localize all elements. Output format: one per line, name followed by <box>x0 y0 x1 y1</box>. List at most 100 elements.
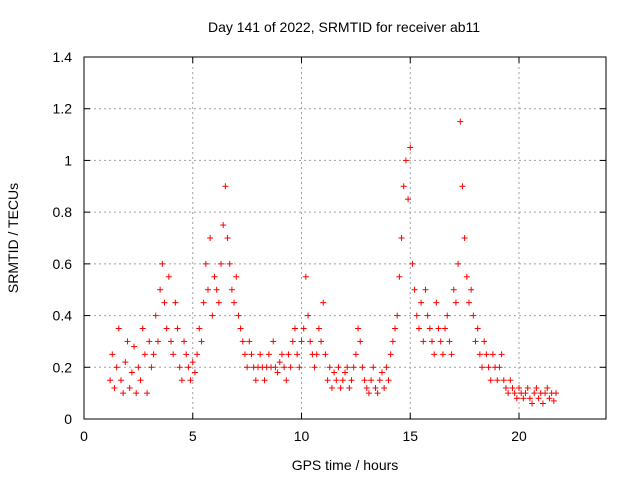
data-point <box>241 351 248 358</box>
data-point <box>424 312 431 319</box>
data-point <box>383 364 390 371</box>
data-point <box>281 364 288 371</box>
data-point <box>544 384 551 391</box>
data-point <box>474 325 481 332</box>
data-point <box>222 183 229 190</box>
data-point <box>274 369 281 376</box>
data-point <box>224 235 231 241</box>
data-point <box>455 260 462 267</box>
data-point <box>135 364 142 371</box>
data-point <box>407 144 414 151</box>
y-tick-label: 1.2 <box>53 101 73 117</box>
data-point <box>496 364 503 371</box>
data-point <box>244 364 251 371</box>
data-point <box>211 273 218 280</box>
data-point <box>296 364 303 371</box>
data-point <box>459 183 466 190</box>
data-point <box>370 364 377 371</box>
y-axis-label: SRMTID / TECUs <box>5 183 21 293</box>
data-point <box>126 384 133 391</box>
data-point <box>489 351 496 358</box>
grid-layer <box>84 57 606 419</box>
data-point <box>402 157 409 164</box>
data-point <box>335 364 342 371</box>
data-point <box>248 351 255 358</box>
data-point <box>239 338 246 345</box>
y-tick-label: 0.2 <box>53 359 73 375</box>
data-point <box>272 364 279 371</box>
x-tick-label: 0 <box>80 428 88 444</box>
data-point <box>411 286 418 293</box>
data-point <box>159 260 166 267</box>
data-point <box>420 338 427 345</box>
y-tick-label: 0.4 <box>53 308 73 324</box>
data-point <box>350 364 357 371</box>
data-point <box>176 364 183 371</box>
data-point <box>289 338 296 345</box>
data-point <box>355 325 362 332</box>
data-point <box>120 390 127 397</box>
data-point <box>485 364 492 371</box>
data-point <box>546 395 553 402</box>
data-point <box>378 369 385 376</box>
data-point <box>531 390 538 397</box>
data-point <box>513 395 520 402</box>
data-point <box>539 400 546 407</box>
data-point <box>511 390 518 397</box>
data-point <box>507 377 514 384</box>
data-point <box>215 299 222 306</box>
data-point <box>200 299 207 306</box>
data-point <box>524 384 531 391</box>
data-point <box>117 377 124 384</box>
y-tick-label: 0.8 <box>53 204 73 220</box>
data-point <box>157 286 164 293</box>
data-point <box>415 325 422 332</box>
data-point <box>468 286 475 293</box>
data-point <box>318 338 325 345</box>
data-point <box>342 369 348 376</box>
data-point <box>328 384 335 391</box>
data-point <box>124 338 131 345</box>
data-point <box>207 235 214 241</box>
data-point <box>107 377 114 384</box>
data-point <box>435 325 442 332</box>
data-point <box>409 260 416 267</box>
data-point <box>479 364 486 371</box>
data-point <box>505 390 512 397</box>
data-point <box>516 384 522 391</box>
data-point <box>228 286 235 293</box>
data-point <box>398 235 405 241</box>
data-point <box>396 273 403 280</box>
x-tick-label: 10 <box>294 428 310 444</box>
data-point <box>111 384 118 391</box>
data-point <box>522 390 529 397</box>
data-point <box>359 364 366 371</box>
y-tick-label: 0.6 <box>53 256 73 272</box>
data-point <box>226 260 233 267</box>
data-point <box>374 390 381 397</box>
data-point <box>413 312 420 319</box>
x-axis-label: GPS time / hours <box>292 457 399 473</box>
data-point <box>470 312 477 319</box>
data-point <box>433 299 440 306</box>
data-point <box>365 390 372 397</box>
data-point <box>494 377 501 384</box>
data-point <box>154 338 161 345</box>
data-point <box>472 338 479 345</box>
data-points <box>107 118 559 407</box>
chart-title: Day 141 of 2022, SRMTID for receiver ab1… <box>208 19 480 35</box>
data-point <box>291 325 298 332</box>
data-point <box>392 325 399 332</box>
data-point <box>461 235 468 241</box>
data-point <box>174 325 181 332</box>
data-point <box>218 260 225 267</box>
data-point <box>529 400 536 407</box>
data-point <box>500 377 507 384</box>
data-point <box>278 351 285 358</box>
data-point <box>520 395 527 402</box>
data-point <box>346 384 353 391</box>
data-point <box>187 377 194 384</box>
data-point <box>178 377 185 384</box>
